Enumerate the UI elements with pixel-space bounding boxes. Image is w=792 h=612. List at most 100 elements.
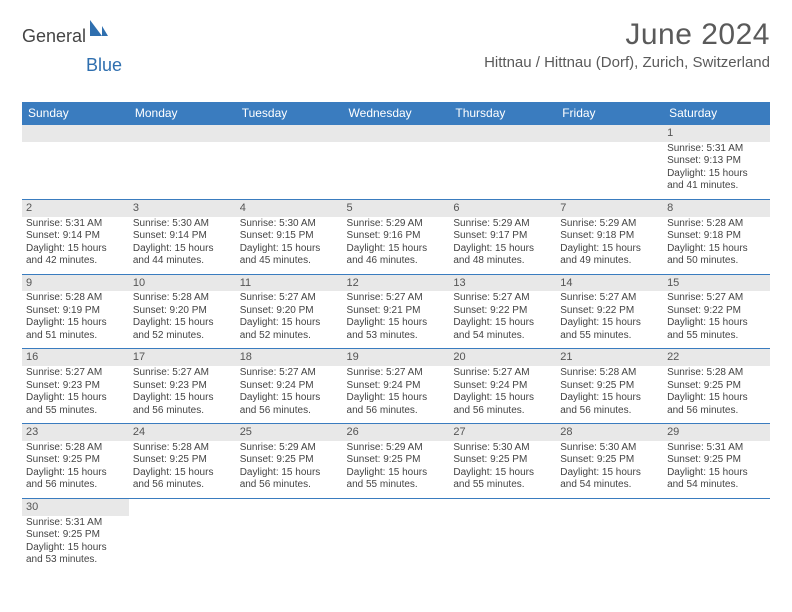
- day-number-cell: 3: [129, 199, 236, 216]
- daylight-line: Daylight: 15 hours and 49 minutes.: [560, 243, 641, 267]
- day-number-cell: 10: [129, 274, 236, 291]
- daylight-line: Daylight: 15 hours and 56 minutes.: [667, 392, 748, 416]
- day-number-cell: [236, 125, 343, 142]
- day-number-row: 23242526272829: [22, 424, 770, 441]
- day-number-cell: 12: [343, 274, 450, 291]
- calendar-table: SundayMondayTuesdayWednesdayThursdayFrid…: [22, 102, 770, 573]
- logo: General: [22, 18, 112, 47]
- day-number-cell: 23: [22, 424, 129, 441]
- daylight-line: Daylight: 15 hours and 44 minutes.: [133, 243, 214, 267]
- day-detail-cell: Sunrise: 5:27 AMSunset: 9:24 PMDaylight:…: [343, 366, 450, 424]
- sunrise-line: Sunrise: 5:29 AM: [240, 442, 316, 453]
- logo-text-blue: Blue: [86, 55, 122, 75]
- day-number-cell: 28: [556, 424, 663, 441]
- sunset-line: Sunset: 9:25 PM: [667, 380, 741, 391]
- day-number-cell: 18: [236, 349, 343, 366]
- sunrise-line: Sunrise: 5:27 AM: [453, 367, 529, 378]
- day-detail-cell: Sunrise: 5:27 AMSunset: 9:24 PMDaylight:…: [236, 366, 343, 424]
- day-number-cell: 8: [663, 199, 770, 216]
- day-detail-row: Sunrise: 5:31 AMSunset: 9:14 PMDaylight:…: [22, 217, 770, 275]
- daylight-line: Daylight: 15 hours and 54 minutes.: [667, 467, 748, 491]
- day-number-cell: 16: [22, 349, 129, 366]
- logo-text-general: General: [22, 26, 86, 47]
- daylight-line: Daylight: 15 hours and 56 minutes.: [26, 467, 107, 491]
- day-number-cell: 6: [449, 199, 556, 216]
- day-detail-cell: Sunrise: 5:27 AMSunset: 9:22 PMDaylight:…: [449, 291, 556, 349]
- day-detail-cell: Sunrise: 5:28 AMSunset: 9:25 PMDaylight:…: [556, 366, 663, 424]
- day-number-cell: [22, 125, 129, 142]
- day-number-cell: 30: [22, 498, 129, 515]
- weekday-header: Tuesday: [236, 102, 343, 125]
- day-number-row: 30: [22, 498, 770, 515]
- day-detail-row: Sunrise: 5:31 AMSunset: 9:13 PMDaylight:…: [22, 142, 770, 200]
- day-number-cell: [236, 498, 343, 515]
- daylight-line: Daylight: 15 hours and 46 minutes.: [347, 243, 428, 267]
- day-detail-cell: Sunrise: 5:31 AMSunset: 9:25 PMDaylight:…: [22, 516, 129, 573]
- day-detail-cell: [556, 142, 663, 200]
- sunset-line: Sunset: 9:18 PM: [667, 230, 741, 241]
- day-detail-cell: [343, 516, 450, 573]
- sunset-line: Sunset: 9:16 PM: [347, 230, 421, 241]
- weekday-header-row: SundayMondayTuesdayWednesdayThursdayFrid…: [22, 102, 770, 125]
- day-detail-cell: Sunrise: 5:28 AMSunset: 9:20 PMDaylight:…: [129, 291, 236, 349]
- sunset-line: Sunset: 9:25 PM: [560, 454, 634, 465]
- sunset-line: Sunset: 9:15 PM: [240, 230, 314, 241]
- sunrise-line: Sunrise: 5:27 AM: [347, 292, 423, 303]
- daylight-line: Daylight: 15 hours and 53 minutes.: [26, 542, 107, 566]
- day-number-cell: 1: [663, 125, 770, 142]
- daylight-line: Daylight: 15 hours and 54 minutes.: [560, 467, 641, 491]
- day-number-row: 2345678: [22, 199, 770, 216]
- day-detail-cell: Sunrise: 5:28 AMSunset: 9:18 PMDaylight:…: [663, 217, 770, 275]
- daylight-line: Daylight: 15 hours and 56 minutes.: [133, 467, 214, 491]
- day-detail-row: Sunrise: 5:28 AMSunset: 9:19 PMDaylight:…: [22, 291, 770, 349]
- sunset-line: Sunset: 9:25 PM: [26, 529, 100, 540]
- sunrise-line: Sunrise: 5:28 AM: [26, 442, 102, 453]
- day-number-cell: 24: [129, 424, 236, 441]
- sunrise-line: Sunrise: 5:31 AM: [667, 442, 743, 453]
- day-number-row: 1: [22, 125, 770, 142]
- day-detail-cell: Sunrise: 5:27 AMSunset: 9:24 PMDaylight:…: [449, 366, 556, 424]
- day-detail-cell: [236, 516, 343, 573]
- day-number-row: 16171819202122: [22, 349, 770, 366]
- day-detail-cell: Sunrise: 5:28 AMSunset: 9:19 PMDaylight:…: [22, 291, 129, 349]
- sunrise-line: Sunrise: 5:28 AM: [667, 367, 743, 378]
- day-detail-cell: Sunrise: 5:28 AM Sunset: 9:25 PMDaylight:…: [663, 366, 770, 424]
- day-number-cell: 13: [449, 274, 556, 291]
- weekday-header: Monday: [129, 102, 236, 125]
- day-number-cell: [449, 125, 556, 142]
- sunrise-line: Sunrise: 5:27 AM: [26, 367, 102, 378]
- sunset-line: Sunset: 9:23 PM: [26, 380, 100, 391]
- sunrise-line: Sunrise: 5:29 AM: [347, 218, 423, 229]
- day-number-cell: 26: [343, 424, 450, 441]
- daylight-line: Daylight: 15 hours and 55 minutes.: [26, 392, 107, 416]
- day-detail-cell: Sunrise: 5:31 AMSunset: 9:13 PMDaylight:…: [663, 142, 770, 200]
- daylight-line: Daylight: 15 hours and 45 minutes.: [240, 243, 321, 267]
- day-detail-row: Sunrise: 5:27 AMSunset: 9:23 PMDaylight:…: [22, 366, 770, 424]
- day-number-cell: 11: [236, 274, 343, 291]
- day-detail-cell: Sunrise: 5:30 AMSunset: 9:25 PMDaylight:…: [556, 441, 663, 499]
- sunrise-line: Sunrise: 5:28 AM: [133, 292, 209, 303]
- day-detail-cell: [449, 142, 556, 200]
- day-detail-cell: Sunrise: 5:31 AMSunset: 9:25 PM Daylight:…: [663, 441, 770, 499]
- sunset-line: Sunset: 9:22 PM: [667, 305, 741, 316]
- day-detail-row: Sunrise: 5:31 AMSunset: 9:25 PMDaylight:…: [22, 516, 770, 573]
- day-number-cell: 20: [449, 349, 556, 366]
- day-number-cell: [663, 498, 770, 515]
- sunset-line: Sunset: 9:21 PM: [347, 305, 421, 316]
- daylight-line: Daylight: 15 hours and 56 minutes.: [240, 467, 321, 491]
- sunset-line: Sunset: 9:22 PM: [453, 305, 527, 316]
- day-number-row: 9101112131415: [22, 274, 770, 291]
- daylight-line: Daylight: 15 hours and 55 minutes.: [560, 317, 641, 341]
- day-number-cell: 25: [236, 424, 343, 441]
- day-detail-cell: [129, 142, 236, 200]
- day-detail-cell: [22, 142, 129, 200]
- day-number-cell: 19: [343, 349, 450, 366]
- day-detail-cell: Sunrise: 5:29 AMSunset: 9:25 PMDaylight:…: [236, 441, 343, 499]
- daylight-line: Daylight: 15 hours and 53 minutes.: [347, 317, 428, 341]
- day-number-cell: 2: [22, 199, 129, 216]
- day-number-cell: 9: [22, 274, 129, 291]
- day-number-cell: 17: [129, 349, 236, 366]
- daylight-line: Daylight: 15 hours and 55 minutes.: [453, 467, 534, 491]
- sunrise-line: Sunrise: 5:29 AM: [560, 218, 636, 229]
- sunset-line: Sunset: 9:25 PM: [667, 454, 741, 465]
